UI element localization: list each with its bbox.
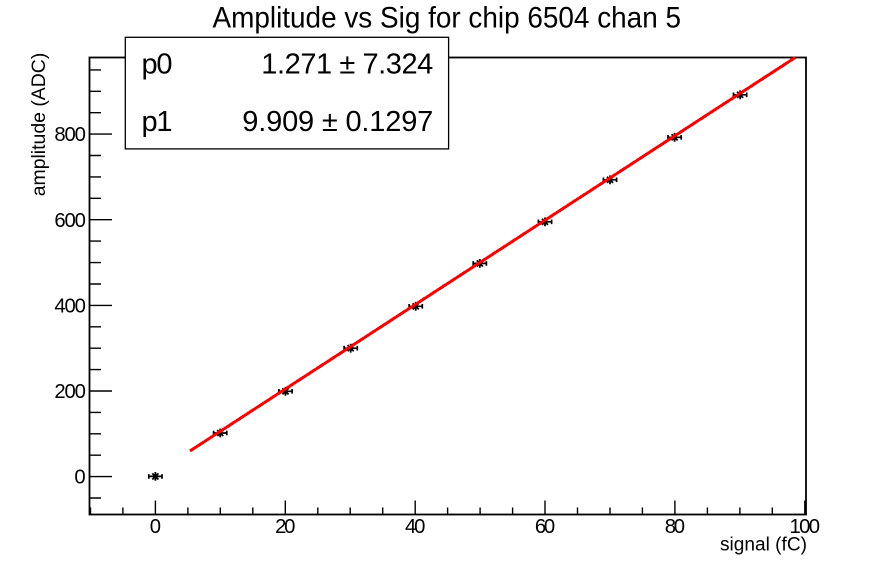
svg-text:p0: p0 xyxy=(142,49,173,81)
svg-text:p1: p1 xyxy=(142,106,173,138)
svg-text:600: 600 xyxy=(54,210,86,232)
svg-text:60: 60 xyxy=(535,516,555,538)
svg-text:0: 0 xyxy=(74,467,85,489)
svg-text:20: 20 xyxy=(275,516,295,538)
svg-text:signal (fC): signal (fC) xyxy=(720,534,807,556)
svg-text:100: 100 xyxy=(790,516,821,538)
svg-text:Amplitude vs Sig for chip 6504: Amplitude vs Sig for chip 6504 chan 5 xyxy=(213,2,682,35)
svg-text:80: 80 xyxy=(665,516,685,538)
svg-text:9.909 ± 0.1297: 9.909 ± 0.1297 xyxy=(242,106,433,138)
svg-text:1.271 ± 7.324: 1.271 ± 7.324 xyxy=(261,49,433,81)
svg-text:400: 400 xyxy=(54,296,86,318)
svg-text:40: 40 xyxy=(405,516,425,538)
svg-text:amplitude (ADC): amplitude (ADC) xyxy=(28,53,50,197)
svg-text:200: 200 xyxy=(54,381,86,403)
svg-text:800: 800 xyxy=(54,124,86,146)
svg-text:0: 0 xyxy=(150,516,161,538)
